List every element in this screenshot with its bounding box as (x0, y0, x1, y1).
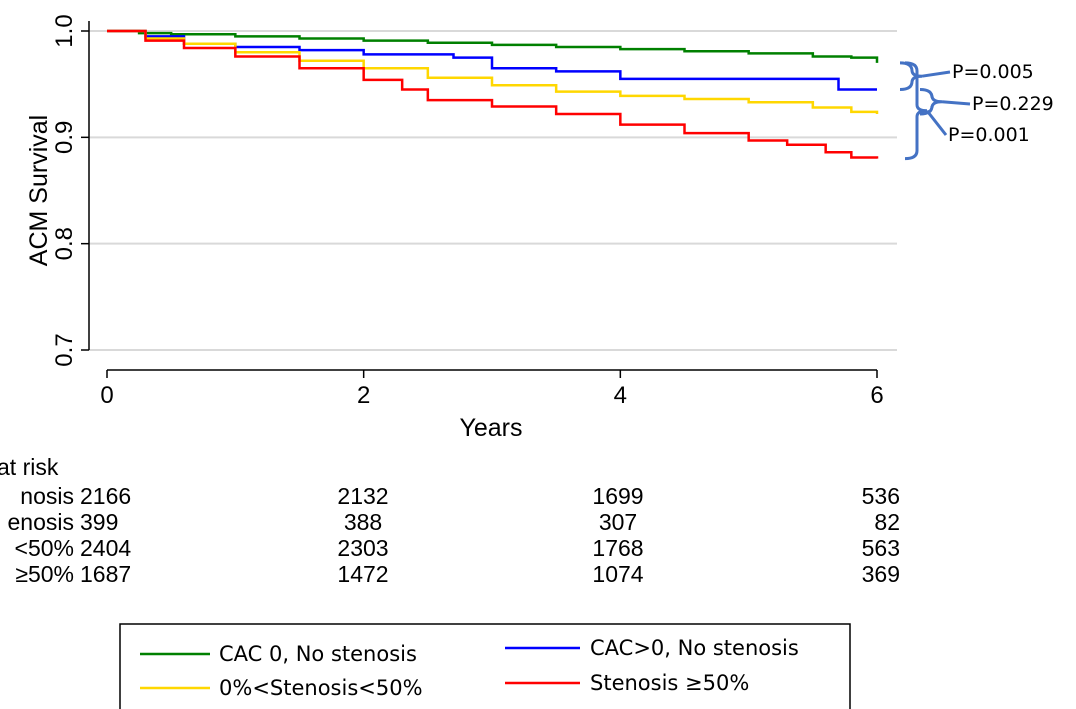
at-risk-value: 2132 (337, 483, 388, 509)
y-tick-label: 0.9 (51, 121, 78, 154)
p-value-leader (925, 109, 948, 136)
at-risk-value: 307 (599, 509, 637, 535)
at-risk-value: 1687 (80, 561, 131, 587)
at-risk-value: 1074 (592, 561, 643, 587)
x-axis-title: Years (459, 414, 522, 442)
x-tick-label: 6 (870, 382, 883, 409)
at-risk-value: 2303 (337, 535, 388, 561)
y-axis-title: ACM Survival (25, 115, 53, 266)
series-line (107, 29, 879, 114)
y-tick-label: 1.0 (51, 14, 78, 47)
at-risk-value: 536 (862, 483, 900, 509)
at-risk-row-label: nosis (20, 483, 74, 509)
at-risk-table: at risk nosis 2166 2132 1699 536 enosis 399 388 3… (0, 454, 900, 587)
series-lines (107, 29, 879, 159)
at-risk-value: 563 (862, 535, 900, 561)
grid (89, 30, 897, 351)
y-tick-label: 0.7 (51, 333, 78, 366)
at-risk-value: 388 (344, 509, 382, 535)
axes: 0.7 0.8 0.9 1.0 ACM Survival 0 2 4 6 Years (25, 14, 884, 442)
at-risk-value: 1768 (592, 535, 643, 561)
y-tick-label: 0.8 (51, 227, 78, 260)
series-line (107, 29, 879, 63)
legend-box (119, 623, 851, 709)
at-risk-row-label: ≥50% (15, 561, 74, 587)
legend-label: CAC>0, No stenosis (590, 636, 799, 660)
x-tick-label: 2 (357, 382, 370, 409)
p-value-label: P=0.229 (972, 93, 1054, 115)
legend-label: CAC 0, No stenosis (219, 642, 417, 666)
at-risk-value: 82 (874, 509, 900, 535)
at-risk-row-label: enosis (8, 509, 74, 535)
legend-label: Stenosis ≥50% (590, 671, 749, 695)
at-risk-value: 399 (80, 509, 118, 535)
x-tick-label: 0 (100, 382, 113, 409)
series-line (107, 29, 879, 159)
at-risk-row-label: <50% (15, 535, 74, 561)
at-risk-value: 2404 (80, 535, 131, 561)
at-risk-value: 2166 (80, 483, 131, 509)
at-risk-value: 1699 (592, 483, 643, 509)
p-value-annotations: P=0.005 P=0.229 P=0.001 (899, 61, 1054, 161)
p-value-bracket (899, 61, 923, 91)
p-value-label: P=0.001 (948, 124, 1030, 146)
at-risk-title: at risk (0, 454, 59, 480)
legend: CAC 0, No stenosis CAC>0, No stenosis 0%<S… (119, 623, 851, 709)
p-value-label: P=0.005 (952, 61, 1034, 83)
at-risk-value: 369 (862, 561, 900, 587)
x-tick-label: 4 (614, 382, 627, 409)
p-value-leader (941, 100, 971, 106)
p-value-leader (921, 70, 951, 78)
at-risk-value: 1472 (337, 561, 388, 587)
legend-label: 0%<Stenosis<50% (219, 676, 423, 700)
